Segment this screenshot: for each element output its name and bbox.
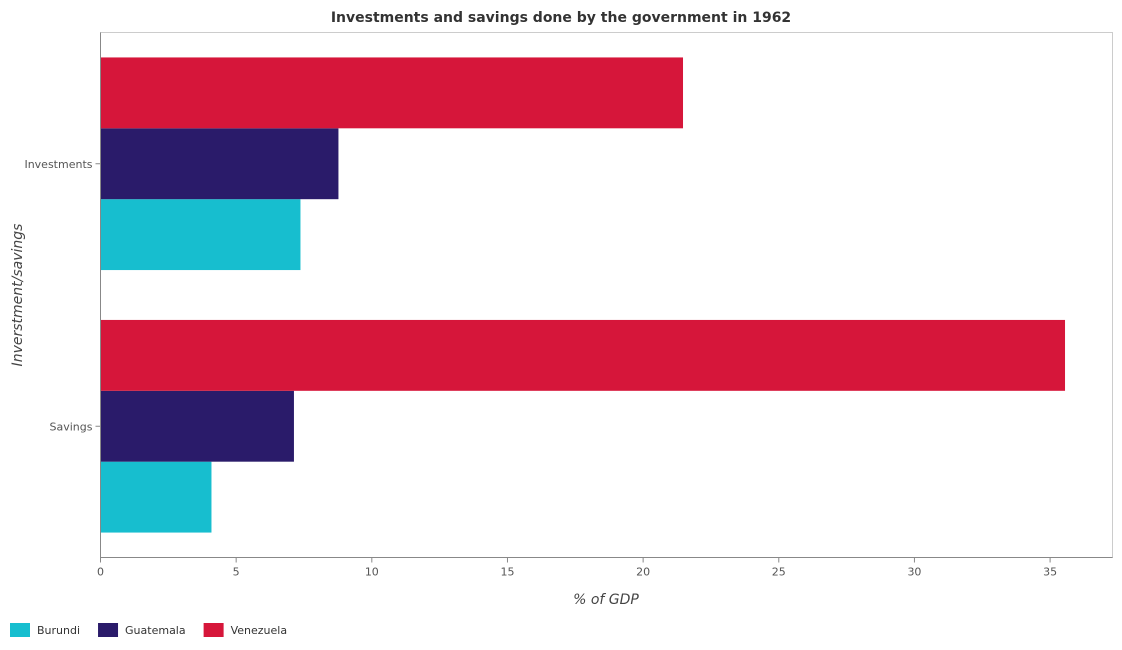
y-tick-label: Investments [24, 158, 92, 171]
bars-group [100, 57, 1066, 533]
legend-swatch-guatemala [98, 623, 119, 637]
bar-venezuela-savings [100, 319, 1066, 391]
x-tick-label: 10 [365, 566, 379, 579]
x-tick-label: 15 [500, 566, 514, 579]
legend: Burundi Guatemala Venezuela [10, 623, 287, 637]
x-tick-label: 0 [97, 566, 104, 579]
legend-label-burundi: Burundi [37, 624, 80, 637]
x-axis-title: % of GDP [573, 592, 639, 608]
bar-burundi-investments [100, 199, 301, 271]
bar-guatemala-investments [100, 128, 339, 200]
legend-swatch-burundi [10, 623, 30, 637]
legend-label-venezuela: Venezuela [231, 624, 288, 637]
x-tick-label: 35 [1043, 566, 1057, 579]
bar-venezuela-investments [100, 57, 684, 129]
x-tick-label: 20 [636, 566, 650, 579]
chart-title: Investments and savings done by the gove… [330, 10, 792, 26]
legend-label-guatemala: Guatemala [125, 624, 186, 637]
bar-burundi-savings [100, 461, 212, 533]
y-axis-title: Inverstment/savings [10, 224, 26, 367]
y-axis: Investments Savings [24, 32, 101, 558]
x-axis: 0 5 10 15 20 25 30 35 [97, 557, 1113, 579]
x-tick-label: 25 [772, 566, 786, 579]
y-tick-label: Savings [50, 420, 93, 433]
x-tick-label: 30 [907, 566, 921, 579]
x-tick-label: 5 [233, 566, 240, 579]
bar-guatemala-savings [100, 390, 294, 462]
legend-swatch-venezuela [203, 623, 224, 637]
